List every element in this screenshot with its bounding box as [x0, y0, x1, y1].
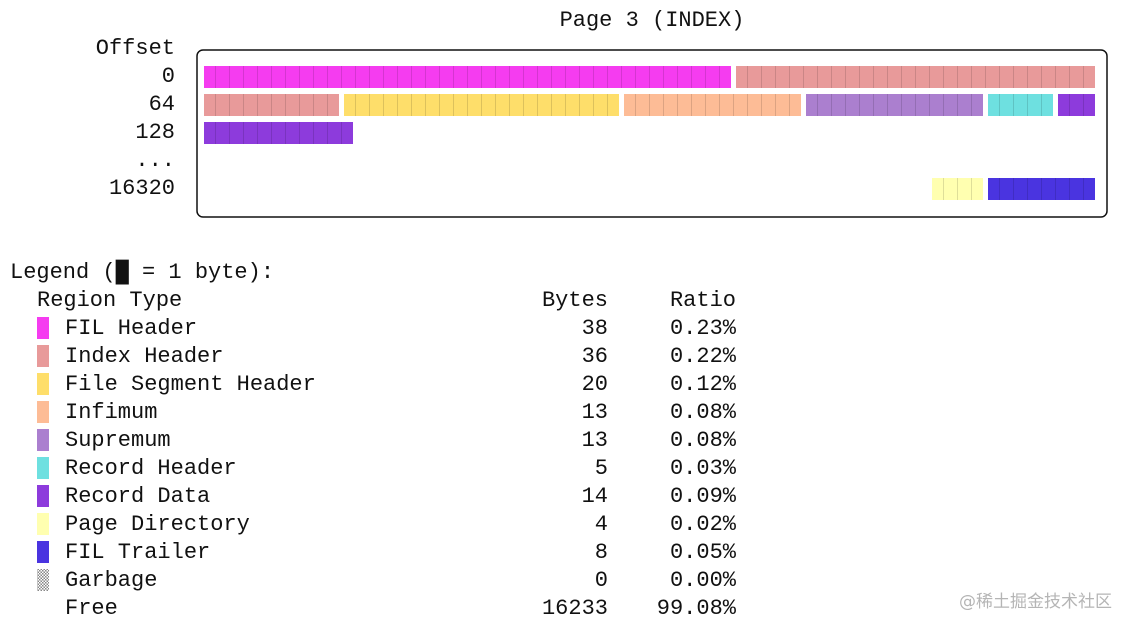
legend-swatch: [37, 373, 49, 395]
region-ratio: 0.09%: [670, 484, 737, 509]
byte-region: [624, 94, 801, 116]
offset-label: 128: [135, 120, 175, 145]
region-name: Page Directory: [65, 512, 250, 537]
byte-region: [988, 94, 1053, 116]
region-bytes: 13: [582, 400, 608, 425]
legend-swatch: [37, 457, 49, 479]
byte-region: [806, 94, 983, 116]
region-ratio: 0.08%: [670, 400, 737, 425]
region-bytes: 14: [582, 484, 608, 509]
legend-swatch: [37, 401, 49, 423]
column-header: Bytes: [542, 288, 608, 313]
region-bytes: 16233: [542, 596, 608, 621]
offset-label: ...: [135, 148, 175, 173]
page-box: [196, 49, 1108, 218]
legend-swatch: [37, 569, 49, 591]
byte-region: [204, 66, 731, 88]
region-ratio: 0.05%: [670, 540, 737, 565]
legend-swatch: [37, 317, 49, 339]
region-name: Index Header: [65, 344, 223, 369]
region-bytes: 5: [595, 456, 608, 481]
legend-swatch: [37, 485, 49, 507]
legend-swatch: [37, 345, 49, 367]
byte-region: [932, 178, 983, 200]
region-ratio: 0.02%: [670, 512, 737, 537]
offset-label: 0: [162, 64, 175, 89]
region-bytes: 8: [595, 540, 608, 565]
region-bytes: 20: [582, 372, 608, 397]
region-name: Garbage: [65, 568, 157, 593]
byte-region: [344, 94, 619, 116]
byte-region: [204, 94, 339, 116]
region-name: Record Data: [65, 484, 210, 509]
watermark: @稀土掘金技术社区: [959, 592, 1112, 612]
region-ratio: 0.00%: [670, 568, 737, 593]
byte-region: [1058, 94, 1095, 116]
region-ratio: 0.08%: [670, 428, 737, 453]
region-name: File Segment Header: [65, 372, 316, 397]
region-bytes: 38: [582, 316, 608, 341]
legend-swatch: [37, 541, 49, 563]
byte-region: [204, 122, 353, 144]
legend-title: Legend (█ = 1 byte):: [10, 259, 274, 285]
region-name: Record Header: [65, 456, 237, 481]
region-bytes: 13: [582, 428, 608, 453]
region-name: Free: [65, 596, 118, 621]
byte-region: [988, 178, 1095, 200]
region-name: FIL Trailer: [65, 540, 210, 565]
page-title: Page 3 (INDEX): [560, 8, 745, 33]
column-header: Ratio: [670, 288, 736, 313]
region-ratio: 0.03%: [670, 456, 737, 481]
region-bytes: 0: [595, 568, 608, 593]
region-bytes: 4: [595, 512, 608, 537]
legend-swatch: [37, 513, 49, 535]
region-name: Supremum: [65, 428, 171, 453]
region-bytes: 36: [582, 344, 608, 369]
region-ratio: 99.08%: [657, 596, 737, 621]
region-ratio: 0.23%: [670, 316, 737, 341]
legend-swatch: [37, 429, 49, 451]
region-name: FIL Header: [65, 316, 197, 341]
byte-region: [736, 66, 1095, 88]
region-name: Infimum: [65, 400, 157, 425]
offset-label: 16320: [109, 176, 175, 201]
offset-label: 64: [149, 92, 175, 117]
region-ratio: 0.12%: [670, 372, 737, 397]
column-header: Region Type: [37, 288, 182, 313]
region-ratio: 0.22%: [670, 344, 737, 369]
offset-header: Offset: [96, 36, 175, 61]
